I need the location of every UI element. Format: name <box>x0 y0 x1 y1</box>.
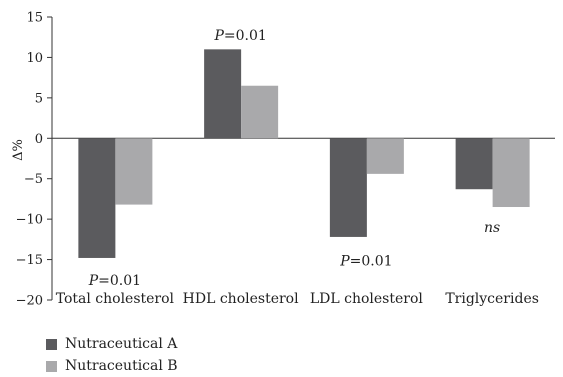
category-label: LDL cholesterol <box>310 291 424 307</box>
legend: Nutraceutical A Nutraceutical B <box>46 333 178 377</box>
y-tick-label: 0 <box>35 132 43 147</box>
bar-a-triglycerides <box>455 138 493 190</box>
p-value-annotation: P=0.01 <box>213 28 266 44</box>
category-labels: Total cholesterol HDL cholesterol LDL chol… <box>56 291 539 307</box>
y-tick-label: −10 <box>16 213 43 228</box>
y-tick-label: 15 <box>26 11 43 26</box>
y-axis-label: Δ% <box>11 139 26 161</box>
y-tick-label: −5 <box>24 172 43 187</box>
legend-label-a: Nutraceutical A <box>65 336 178 352</box>
legend-swatch-a <box>46 338 57 350</box>
y-tick-label: −15 <box>16 253 43 268</box>
category-label: Triglycerides <box>445 291 539 307</box>
bar-b-ldl-cholesterol <box>366 138 404 174</box>
bars-group <box>78 49 530 258</box>
y-tick-label: 5 <box>35 91 43 106</box>
bar-b-total-cholesterol <box>115 138 153 205</box>
y-tick-label: 10 <box>26 51 43 66</box>
p-value-annotation: P=0.01 <box>339 253 392 269</box>
bar-a-hdl-cholesterol <box>204 49 242 139</box>
legend-item-b: Nutraceutical B <box>46 355 178 377</box>
bar-a-total-cholesterol <box>78 138 116 258</box>
legend-item-a: Nutraceutical A <box>46 333 178 355</box>
y-tick-label: −20 <box>16 294 43 309</box>
legend-label-b: Nutraceutical B <box>65 358 178 374</box>
category-label: Total cholesterol <box>56 291 175 307</box>
legend-swatch-b <box>46 360 57 372</box>
category-label: HDL cholesterol <box>183 291 299 307</box>
p-value-annotation: ns <box>484 220 500 236</box>
bar-b-triglycerides <box>492 138 530 208</box>
p-value-annotation: P=0.01 <box>88 273 141 289</box>
bar-b-hdl-cholesterol <box>241 85 279 139</box>
bar-a-ldl-cholesterol <box>329 138 367 237</box>
annotations: P=0.01 P=0.01 P=0.01 ns <box>88 28 501 289</box>
y-axis-ticks: 15 10 5 0 −5 −10 −15 −20 <box>16 11 52 309</box>
bar-chart: Δ% 15 10 5 0 −5 −10 −15 −20 Total cholesterol HD… <box>11 11 555 309</box>
